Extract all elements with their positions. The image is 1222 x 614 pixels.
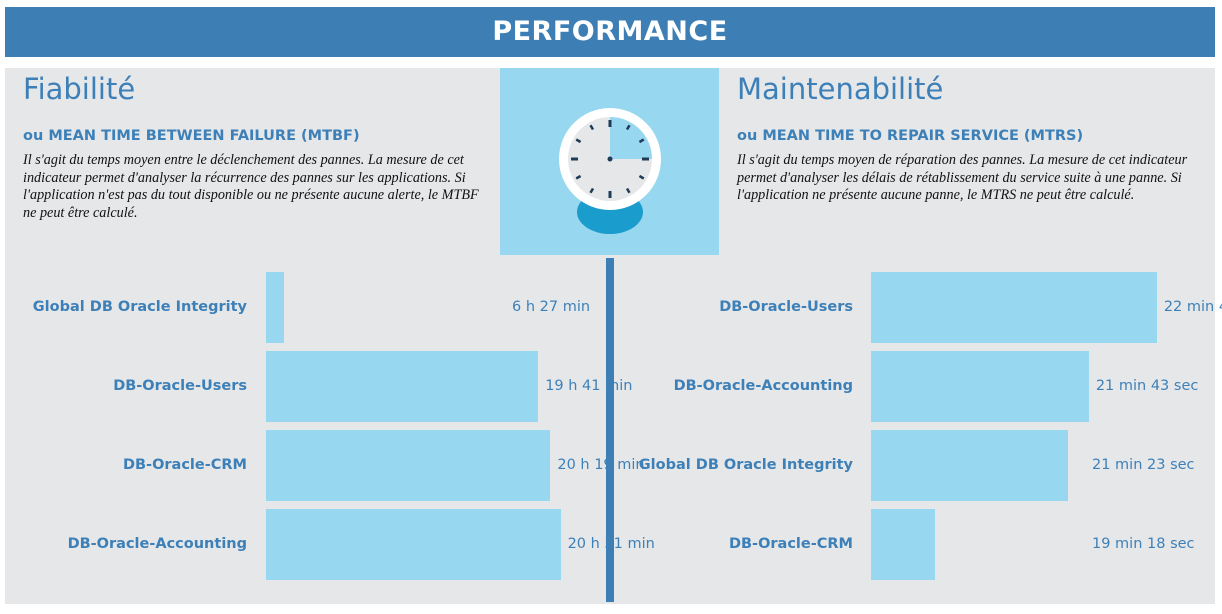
category-label: Global DB Oracle Integrity bbox=[638, 457, 853, 473]
value-label: 20 h 19 min bbox=[557, 457, 645, 473]
clock-tick bbox=[575, 174, 582, 180]
value-label: 21 min 43 sec bbox=[1095, 378, 1199, 394]
category-label: DB-Oracle-Users bbox=[113, 378, 247, 394]
bar bbox=[266, 509, 561, 580]
bar bbox=[871, 430, 1068, 501]
category-label: DB-Oracle-Users bbox=[719, 299, 853, 315]
clock-tick bbox=[625, 124, 631, 131]
clock-tick bbox=[638, 138, 645, 144]
value-label: 19 min 18 sec bbox=[1092, 536, 1195, 552]
page-title: PERFORMANCE bbox=[5, 7, 1215, 57]
clock-tile bbox=[500, 68, 719, 255]
bar bbox=[266, 272, 285, 343]
clock-tick bbox=[575, 138, 582, 144]
category-label: DB-Oracle-Accounting bbox=[673, 378, 853, 394]
value-label: 20 h 51 min bbox=[567, 536, 655, 552]
clock-tick bbox=[589, 124, 595, 131]
category-label: DB-Oracle-CRM bbox=[122, 457, 247, 473]
mtbf-subtitle: ou MEAN TIME BETWEEN FAILURE (MTBF) bbox=[23, 128, 360, 144]
value-label: 6 h 27 min bbox=[512, 299, 591, 315]
category-label: DB-Oracle-Accounting bbox=[67, 536, 247, 552]
category-label: DB-Oracle-CRM bbox=[728, 536, 853, 552]
value-label: 21 min 23 sec bbox=[1092, 457, 1195, 473]
mtrs-description: Il s'agit du temps moyen de réparation d… bbox=[737, 152, 1188, 203]
bar bbox=[871, 272, 1157, 343]
value-label: 19 h 41 min bbox=[545, 378, 633, 394]
bar bbox=[871, 351, 1089, 422]
category-label: Global DB Oracle Integrity bbox=[32, 299, 247, 315]
mtbf-description: Il s'agit du temps moyen entre le déclen… bbox=[23, 152, 479, 221]
reliability-title: Fiabilité bbox=[23, 72, 136, 106]
bar bbox=[266, 351, 539, 422]
section-divider bbox=[606, 258, 614, 602]
bar bbox=[871, 509, 935, 580]
bar bbox=[266, 430, 551, 501]
mtrs-subtitle: ou MEAN TIME TO REPAIR SERVICE (MTRS) bbox=[737, 128, 1084, 144]
value-label: 22 min 47 sec bbox=[1163, 299, 1222, 315]
clock-tick bbox=[589, 187, 595, 194]
clock-tick bbox=[625, 187, 631, 194]
clock-tick bbox=[638, 174, 645, 180]
clock-icon bbox=[559, 108, 661, 234]
maintainability-title: Maintenabilité bbox=[737, 72, 944, 106]
